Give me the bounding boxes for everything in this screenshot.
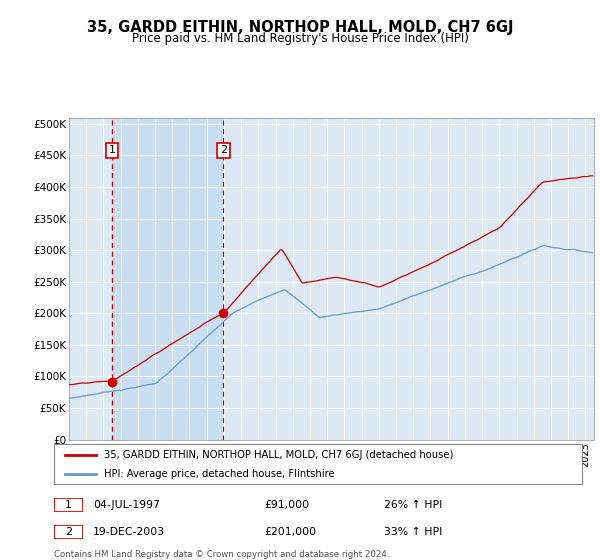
Text: 2: 2 xyxy=(220,146,227,156)
FancyBboxPatch shape xyxy=(54,498,83,512)
Text: Contains HM Land Registry data © Crown copyright and database right 2024.
This d: Contains HM Land Registry data © Crown c… xyxy=(54,550,389,560)
Text: 35, GARDD EITHIN, NORTHOP HALL, MOLD, CH7 6GJ: 35, GARDD EITHIN, NORTHOP HALL, MOLD, CH… xyxy=(87,20,513,35)
Text: 33% ↑ HPI: 33% ↑ HPI xyxy=(384,527,442,537)
Text: 04-JUL-1997: 04-JUL-1997 xyxy=(93,500,160,510)
Text: £201,000: £201,000 xyxy=(264,527,316,537)
Text: 1: 1 xyxy=(65,500,72,510)
FancyBboxPatch shape xyxy=(54,444,582,484)
Text: 35, GARDD EITHIN, NORTHOP HALL, MOLD, CH7 6GJ (detached house): 35, GARDD EITHIN, NORTHOP HALL, MOLD, CH… xyxy=(104,450,454,460)
Text: 26% ↑ HPI: 26% ↑ HPI xyxy=(384,500,442,510)
Text: 1: 1 xyxy=(109,146,116,156)
Text: £91,000: £91,000 xyxy=(264,500,309,510)
Text: Price paid vs. HM Land Registry's House Price Index (HPI): Price paid vs. HM Land Registry's House … xyxy=(131,32,469,45)
Text: 19-DEC-2003: 19-DEC-2003 xyxy=(93,527,165,537)
Text: 2: 2 xyxy=(65,527,72,537)
Text: HPI: Average price, detached house, Flintshire: HPI: Average price, detached house, Flin… xyxy=(104,469,335,478)
Bar xyxy=(112,118,223,440)
FancyBboxPatch shape xyxy=(54,525,83,539)
